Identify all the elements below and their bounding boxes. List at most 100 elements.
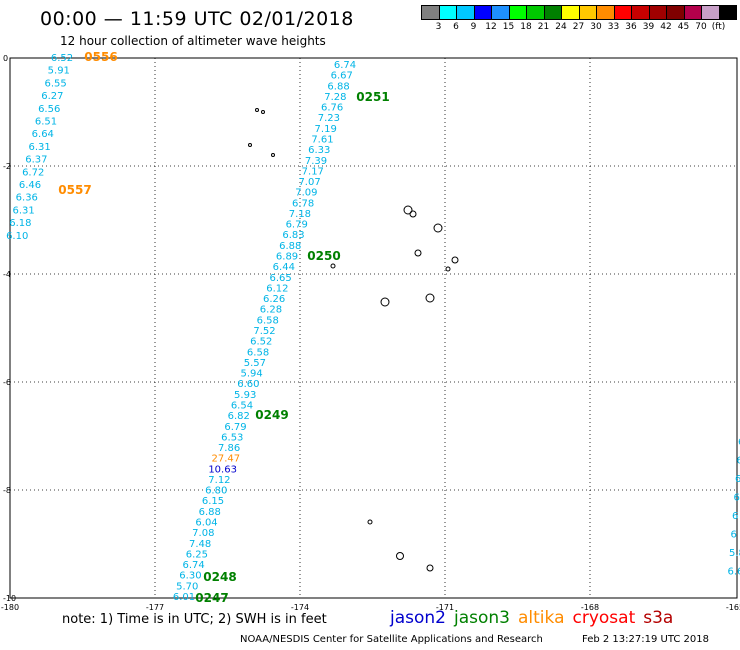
swh-reading: 7.07 bbox=[298, 177, 320, 188]
swh-reading: 6.04 bbox=[195, 518, 217, 529]
satellite-legend-item: cryosat bbox=[572, 608, 636, 628]
swh-reading: 6.31 bbox=[12, 205, 34, 216]
page-subtitle: 12 hour collection of altimeter wave hei… bbox=[60, 34, 326, 48]
legend-label: 9 bbox=[470, 22, 477, 32]
swh-reading: 6 bbox=[734, 493, 740, 504]
pass-time-marker: 0249 bbox=[255, 408, 288, 422]
swh-reading: 7.08 bbox=[192, 528, 214, 539]
x-tick-label: -171 bbox=[436, 603, 454, 612]
satellite-legend-item: s3a bbox=[643, 608, 674, 628]
swh-reading: 7.52 bbox=[253, 326, 275, 337]
x-tick-label: -177 bbox=[146, 603, 164, 612]
island-outline bbox=[445, 266, 451, 272]
swh-reading: 7.23 bbox=[318, 113, 340, 124]
island-outline bbox=[261, 110, 265, 114]
swh-reading: 6.64 bbox=[32, 129, 54, 140]
island-outline bbox=[271, 153, 275, 157]
island-outline bbox=[255, 108, 259, 112]
island-outline bbox=[409, 210, 417, 218]
swh-reading: 5.94 bbox=[240, 369, 262, 380]
swh-reading: 6.28 bbox=[260, 305, 282, 316]
swh-reading: 6.15 bbox=[202, 496, 224, 507]
island-outline bbox=[433, 223, 443, 233]
legend-label: 15 bbox=[502, 22, 515, 32]
units-note: note: 1) Time is in UTC; 2) SWH is in fe… bbox=[62, 612, 327, 627]
swh-reading: 6 bbox=[737, 456, 740, 467]
swh-reading: 6.58 bbox=[247, 347, 269, 358]
swh-reading: 7.61 bbox=[311, 134, 333, 145]
swh-reading: 6.6 bbox=[728, 567, 740, 578]
swh-reading: 6.88 bbox=[327, 81, 349, 92]
pass-time-marker: 0250 bbox=[307, 249, 340, 263]
swh-reading: 6 bbox=[735, 474, 740, 485]
pass-time-marker: 0556 bbox=[84, 50, 117, 64]
swh-reading: 6.79 bbox=[224, 422, 246, 433]
credit-line: NOAA/NESDIS Center for Satellite Applica… bbox=[240, 634, 543, 645]
y-tick-label: -6 bbox=[3, 378, 11, 387]
pass-time-marker: 0248 bbox=[203, 570, 236, 584]
swh-reading: 6.54 bbox=[231, 400, 253, 411]
swh-reading: 6.27 bbox=[41, 91, 63, 102]
swh-reading: 7.28 bbox=[324, 92, 346, 103]
swh-reading: 6.55 bbox=[44, 78, 66, 89]
swh-reading: 6.74 bbox=[334, 60, 356, 71]
island-outline bbox=[380, 297, 390, 307]
generation-timestamp: Feb 2 13:27:19 UTC 2018 bbox=[582, 634, 709, 645]
page-title: 00:00 — 11:59 UTC 02/01/2018 bbox=[40, 8, 354, 30]
legend-label: 18 bbox=[520, 22, 532, 32]
y-tick-label: -8 bbox=[3, 486, 11, 495]
swh-reading: 6.51 bbox=[35, 117, 57, 128]
swh-reading: 7.19 bbox=[315, 124, 337, 135]
swh-reading: 6.56 bbox=[38, 104, 60, 115]
swh-reading: 5.93 bbox=[234, 390, 256, 401]
swh-reading: 6 bbox=[732, 511, 738, 522]
swh-reading: 6.60 bbox=[237, 379, 259, 390]
legend-label: 21 bbox=[537, 22, 550, 32]
swh-reading: 7.12 bbox=[208, 475, 230, 486]
swh-reading: 6.65 bbox=[269, 273, 291, 284]
swh-reading: 6.82 bbox=[228, 411, 250, 422]
legend-label: 30 bbox=[590, 22, 602, 32]
swh-reading: 6.74 bbox=[183, 560, 205, 571]
legend-label: (ft) bbox=[711, 22, 726, 32]
swh-reading: 7.18 bbox=[289, 209, 311, 220]
swh-reading: 6.89 bbox=[276, 252, 298, 263]
swh-reading: 5.91 bbox=[48, 66, 70, 77]
swh-reading: 10.63 bbox=[208, 464, 237, 475]
swh-reading: 7.86 bbox=[218, 443, 240, 454]
legend-label: 36 bbox=[625, 22, 637, 32]
pass-time-marker: 0251 bbox=[356, 90, 389, 104]
swh-reading: 6.25 bbox=[186, 549, 208, 560]
swh-reading: 5.57 bbox=[244, 358, 266, 369]
swh-reading: 6.44 bbox=[273, 262, 295, 273]
swh-reading: 5.8 bbox=[729, 548, 740, 559]
swh-reading: 7.17 bbox=[302, 166, 324, 177]
swh-reading: 6.36 bbox=[16, 193, 38, 204]
swh-reading: 6.52 bbox=[51, 53, 73, 64]
satellite-legend-item: altika bbox=[518, 608, 565, 628]
legend-label: 24 bbox=[555, 22, 567, 32]
swh-reading: 6.01 bbox=[173, 592, 195, 603]
swh-reading: 6.26 bbox=[263, 294, 285, 305]
island-outline bbox=[367, 519, 373, 525]
swh-reading: 6.80 bbox=[205, 486, 227, 497]
swh-reading: 6.88 bbox=[199, 507, 221, 518]
swh-reading: 6.88 bbox=[279, 241, 301, 252]
island-outline bbox=[451, 256, 459, 264]
swh-reading: 6.53 bbox=[221, 432, 243, 443]
island-outline bbox=[426, 564, 434, 572]
map-frame bbox=[9, 57, 738, 599]
x-tick-label: -165 bbox=[726, 603, 740, 612]
legend-label: 3 bbox=[435, 22, 442, 32]
island-outline bbox=[425, 293, 435, 303]
satellite-legend-item: jason2 bbox=[390, 608, 446, 628]
legend-label: 27 bbox=[572, 22, 585, 32]
swh-reading: 6.83 bbox=[282, 230, 304, 241]
swh-reading: 6.76 bbox=[321, 103, 343, 114]
x-tick-label: -168 bbox=[581, 603, 599, 612]
legend-label: 42 bbox=[660, 22, 672, 32]
swh-reading: 6 bbox=[738, 437, 740, 448]
y-tick-label: -4 bbox=[3, 270, 11, 279]
y-tick-label: -2 bbox=[3, 162, 11, 171]
